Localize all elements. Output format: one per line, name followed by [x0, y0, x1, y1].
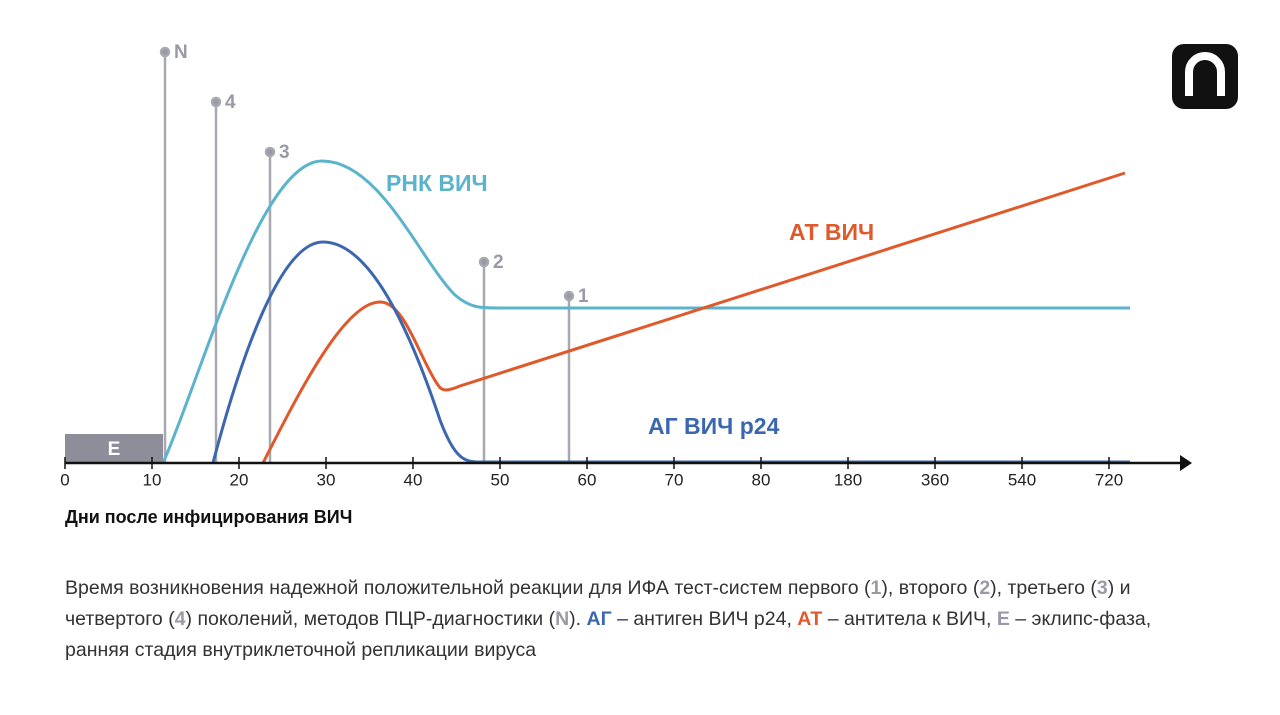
x-tick-label: 50	[491, 470, 510, 489]
marker-label: 4	[225, 92, 236, 113]
marker-label: 1	[578, 286, 589, 307]
ticks: 0 10 20 30 40 50 60 70 80 180 360 540 720	[60, 457, 1123, 489]
x-tick-label: 360	[921, 470, 949, 489]
caption-key: 1	[870, 577, 882, 599]
markers	[159, 46, 575, 463]
marker-dot	[264, 146, 276, 158]
x-tick-label: 80	[752, 470, 771, 489]
caption-text: – эклипс-фаза, ранняя стадия внутриклето…	[65, 608, 1152, 661]
marker-label: 2	[493, 252, 504, 273]
caption-key: 4	[174, 608, 186, 630]
x-tick-label: 720	[1095, 470, 1123, 489]
curve-label: РНК ВИЧ	[386, 170, 488, 196]
caption-key: E	[996, 608, 1010, 630]
x-tick-label: 10	[143, 470, 162, 489]
marker-label: 3	[279, 142, 290, 163]
caption-text: ) и четвертого (	[65, 577, 1131, 630]
rna-curve	[161, 159, 1130, 464]
caption-text: – антитела к ВИЧ,	[822, 608, 997, 630]
marker-dot	[478, 256, 490, 268]
ag-curve	[211, 240, 1130, 464]
caption-key: АГ	[586, 608, 612, 630]
x-axis-title: Дни после инфицирования ВИЧ	[65, 507, 352, 527]
eclipse-label: E	[108, 439, 121, 460]
caption-key: 2	[979, 577, 991, 599]
x-tick-label: 540	[1008, 470, 1036, 489]
diagram: E N 4 3 2 1 РНК ВИЧ АТ ВИЧ АГ ВИЧ p24 0 1…	[60, 42, 1238, 527]
caption-text: ).	[569, 608, 587, 630]
x-tick-label: 40	[404, 470, 423, 489]
caption-key: АТ	[797, 608, 823, 630]
x-tick-label: 20	[230, 470, 249, 489]
caption-text: Время возникновения надежной положительн…	[65, 577, 871, 599]
curve-label: АТ ВИЧ	[789, 219, 874, 245]
x-tick-label: 30	[317, 470, 336, 489]
x-tick-label: 70	[665, 470, 684, 489]
x-tick-label: 0	[60, 470, 69, 489]
marker-label: N	[174, 42, 188, 63]
caption-text: ), третьего (	[990, 577, 1097, 599]
caption-text: ) поколений, методов ПЦР-диагностики (	[185, 608, 556, 630]
marker-dot	[159, 46, 171, 58]
eclipse-box	[65, 434, 163, 463]
caption-key: N	[555, 608, 570, 630]
x-tick-label: 60	[578, 470, 597, 489]
caption-text: – антиген ВИЧ p24,	[611, 608, 798, 630]
curve-label: АГ ВИЧ p24	[648, 413, 780, 439]
marker-dot	[210, 96, 222, 108]
caption-key: 3	[1096, 577, 1108, 599]
caption: Время возникновения надежной положительн…	[65, 573, 1155, 666]
axis-arrow	[1180, 455, 1192, 471]
logo-mark	[1185, 52, 1225, 96]
caption-text: ), второго (	[881, 577, 980, 599]
x-tick-label: 180	[834, 470, 862, 489]
marker-dot	[563, 290, 575, 302]
